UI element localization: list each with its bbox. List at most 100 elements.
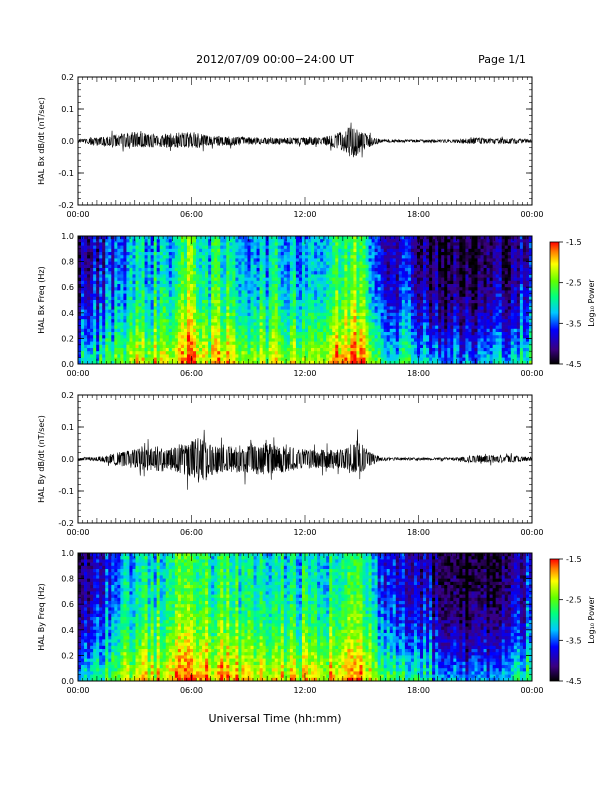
- heat-cell: [429, 306, 433, 310]
- heat-cell: [317, 300, 321, 304]
- heat-cell: [365, 239, 369, 243]
- heat-cell: [102, 280, 106, 285]
- heat-cell: [383, 332, 388, 336]
- heat-cell: [259, 325, 263, 330]
- heat-cell: [147, 357, 151, 362]
- heat-cell: [256, 252, 260, 256]
- heat-cell: [311, 303, 315, 307]
- heat-cell: [232, 322, 236, 326]
- heat-cell: [177, 274, 182, 278]
- heat-cell: [383, 338, 388, 342]
- heat-cell: [274, 328, 279, 333]
- heat-cell: [253, 348, 257, 352]
- heat-cell: [274, 239, 279, 243]
- heat-cell: [289, 303, 294, 307]
- heat-cell: [283, 261, 288, 266]
- heat-cell: [226, 309, 230, 314]
- heat-cell: [162, 322, 167, 326]
- heat-cell: [286, 312, 291, 317]
- heat-cell: [423, 274, 427, 278]
- heat-cell: [317, 328, 321, 333]
- heat-cell: [229, 360, 233, 365]
- heat-cell: [407, 344, 412, 349]
- heat-cell: [311, 351, 315, 355]
- heat-cell: [153, 312, 158, 317]
- heat-cell: [96, 287, 100, 291]
- heat-cell: [368, 271, 372, 275]
- heat-cell: [229, 300, 233, 304]
- heat-cell: [262, 258, 267, 262]
- heat-cell: [356, 252, 360, 256]
- heat-cell: [410, 255, 415, 259]
- heat-cell: [186, 261, 191, 266]
- heat-cell: [205, 264, 209, 269]
- heat-cell: [283, 296, 288, 301]
- heat-cell: [262, 261, 267, 266]
- heat-cell: [371, 341, 375, 346]
- heat-cell: [371, 328, 375, 333]
- heat-cell: [199, 306, 203, 310]
- heat-cell: [277, 287, 282, 291]
- heat-cell: [120, 348, 124, 352]
- heat-cell: [229, 348, 233, 352]
- heat-cell: [186, 351, 191, 355]
- heat-cell: [99, 319, 103, 323]
- heat-cell: [141, 271, 145, 275]
- heat-cell: [341, 287, 345, 291]
- heat-cell: [420, 335, 424, 339]
- heat-cell: [253, 280, 257, 285]
- heat-cell: [202, 296, 206, 301]
- heat-cell: [295, 284, 300, 288]
- heat-cell: [174, 296, 179, 301]
- heat-cell: [93, 290, 97, 294]
- heat-cell: [365, 316, 369, 320]
- heat-cell: [96, 268, 100, 272]
- heat-cell: [217, 290, 221, 294]
- heat-cell: [347, 344, 351, 349]
- heat-cell: [277, 268, 282, 272]
- heat-cell: [432, 328, 436, 333]
- heat-cell: [229, 325, 233, 330]
- heat-cell: [286, 293, 291, 298]
- heat-cell: [353, 264, 357, 269]
- heat-cell: [344, 274, 348, 278]
- heat-cell: [398, 348, 403, 352]
- heat-cell: [377, 264, 382, 269]
- heat-cell: [129, 338, 133, 342]
- heat-cell: [344, 312, 348, 317]
- heat-cell: [356, 239, 360, 243]
- heat-cell: [259, 332, 263, 336]
- heat-cell: [335, 354, 339, 358]
- heat-cell: [365, 255, 369, 259]
- heat-cell: [410, 287, 415, 291]
- heat-cell: [114, 242, 118, 246]
- heat-cell: [395, 258, 400, 262]
- heat-cell: [292, 322, 297, 326]
- heat-cell: [177, 354, 182, 358]
- heat-cell: [205, 284, 209, 288]
- heat-cell: [356, 258, 360, 262]
- heat-cell: [105, 335, 109, 339]
- heat-cell: [202, 255, 206, 259]
- heat-cell: [153, 335, 158, 339]
- heat-cell: [189, 303, 194, 307]
- heat-cell: [335, 290, 339, 294]
- heat-cell: [326, 264, 330, 269]
- heat-cell: [435, 261, 439, 266]
- heat-cell: [314, 264, 318, 269]
- heat-cell: [286, 287, 291, 291]
- heat-cell: [389, 287, 394, 291]
- heat-cell: [398, 354, 403, 358]
- heat-cell: [223, 280, 227, 285]
- heat-cell: [423, 236, 427, 240]
- heat-cell: [301, 280, 306, 285]
- heat-cell: [432, 268, 436, 272]
- heat-cell: [90, 293, 94, 298]
- heat-cell: [147, 255, 151, 259]
- heat-cell: [226, 354, 230, 358]
- heat-cell: [426, 284, 430, 288]
- heat-cell: [410, 338, 415, 342]
- heat-cell: [117, 357, 121, 362]
- heat-cell: [435, 258, 439, 262]
- heat-cell: [338, 332, 342, 336]
